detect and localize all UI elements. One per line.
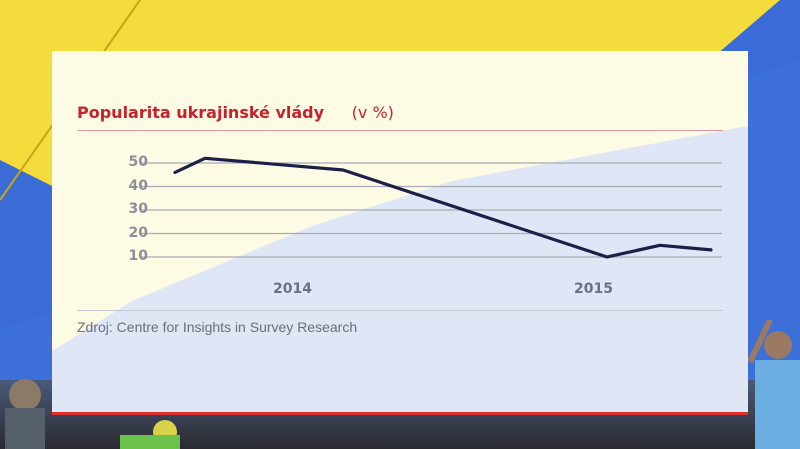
y-tick-30: 30 (128, 201, 148, 217)
x-tick-2014: 2014 (273, 281, 312, 297)
chart-title-text: Popularita ukrajinské vlády (77, 103, 325, 122)
y-tick-10: 10 (128, 248, 148, 264)
x-tick-2015: 2015 (574, 281, 613, 297)
chart-gridlines (141, 162, 722, 258)
line-chart (141, 156, 722, 259)
popularity-line (173, 156, 713, 259)
panel-background (52, 51, 748, 412)
title-divider (77, 130, 723, 131)
source-divider (77, 310, 723, 311)
source-note: Zdroj: Centre for Insights in Survey Res… (77, 319, 358, 335)
chart-unit-label: (v %) (351, 103, 394, 122)
y-tick-40: 40 (128, 177, 148, 194)
y-tick-20: 20 (128, 224, 148, 241)
chart-title: Popularita ukrajinské vlády (v %) (77, 103, 394, 122)
y-tick-50: 50 (128, 154, 148, 170)
chart-panel: Popularita ukrajinské vlády (v %) 50 40 30… (52, 51, 748, 415)
